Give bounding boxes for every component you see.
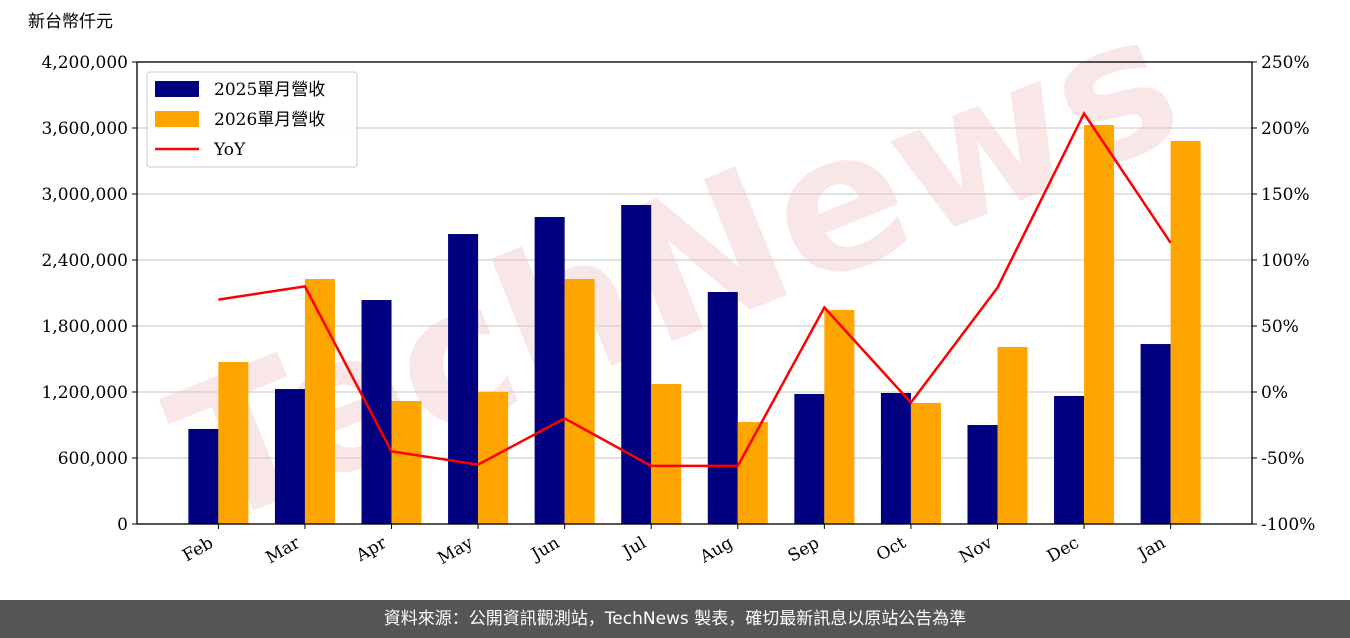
bar [997,347,1028,524]
bar [534,216,565,525]
y2-tick-label: 200% [1261,119,1310,139]
x-tick-label: Aug [696,533,737,568]
x-tick-label: Jul [618,533,650,563]
legend-label: YoY [213,140,246,160]
bar [707,292,738,524]
x-tick-label: Sep [785,533,823,567]
legend: 2025單月營收 2026單月營收 YoY [146,71,358,168]
bar [218,361,249,524]
bar [304,279,335,524]
y-tick-label: 2,400,000 [41,251,128,271]
x-tick-label: Oct [873,533,909,566]
legend-swatch [155,81,199,97]
bar [651,383,682,524]
y-tick-label: 3,600,000 [41,119,128,139]
bar [910,403,941,524]
bar [1084,125,1115,524]
bar [1140,344,1171,524]
x-tick-label: Jun [527,533,564,566]
bar [391,401,422,524]
x-tick-label: Dec [1044,533,1083,567]
bar [794,393,825,524]
x-tick-label: Nov [956,533,996,568]
bar [448,234,479,525]
x-tick-label: Apr [352,533,391,567]
x-tick-label: May [434,533,477,569]
y-tick-label: 1,800,000 [41,317,128,337]
y2-tick-label: 150% [1261,185,1310,205]
legend-label: 2026單月營收 [214,110,325,130]
y2-tick-label: 0% [1261,383,1288,403]
bar [1054,395,1085,524]
bar [361,300,392,524]
y-axis-label: 新台幣仟元 [28,12,113,32]
yoy-line [218,110,1172,468]
legend-swatch [155,111,199,127]
y-tick-label: 600,000 [58,449,128,469]
plot-frame [136,61,1253,525]
bar [824,310,855,524]
y-tick-label: 0 [117,515,128,535]
y-tick-label: 3,000,000 [41,185,128,205]
chart: 新台幣仟元 0 600,000 1,200,000 1,800,000 2,400,00… [28,0,1315,570]
y2-tick-label: 50% [1261,317,1299,337]
bar [880,392,911,524]
legend-label: 2025單月營收 [214,80,325,100]
y2-tick-label: -100% [1261,515,1315,535]
bar [188,428,219,524]
y-tick-label: 4,200,000 [41,53,128,73]
bar [274,389,305,524]
y2-tick-label: 100% [1261,251,1310,271]
y2-tick-label: -50% [1261,449,1305,469]
x-tick-label: Jan [1133,533,1169,565]
bar [564,279,595,524]
bar [1170,140,1201,525]
footer: 資料來源：公開資訊觀測站，TechNews 製表，確切最新訊息以原站公告為準 [0,600,1350,638]
y-tick-label: 1,200,000 [41,383,128,403]
x-tick-label: Feb [179,533,217,566]
bar [967,425,998,524]
bar [621,205,652,524]
legend-box [146,71,358,168]
y2-tick-label: 250% [1261,53,1310,73]
